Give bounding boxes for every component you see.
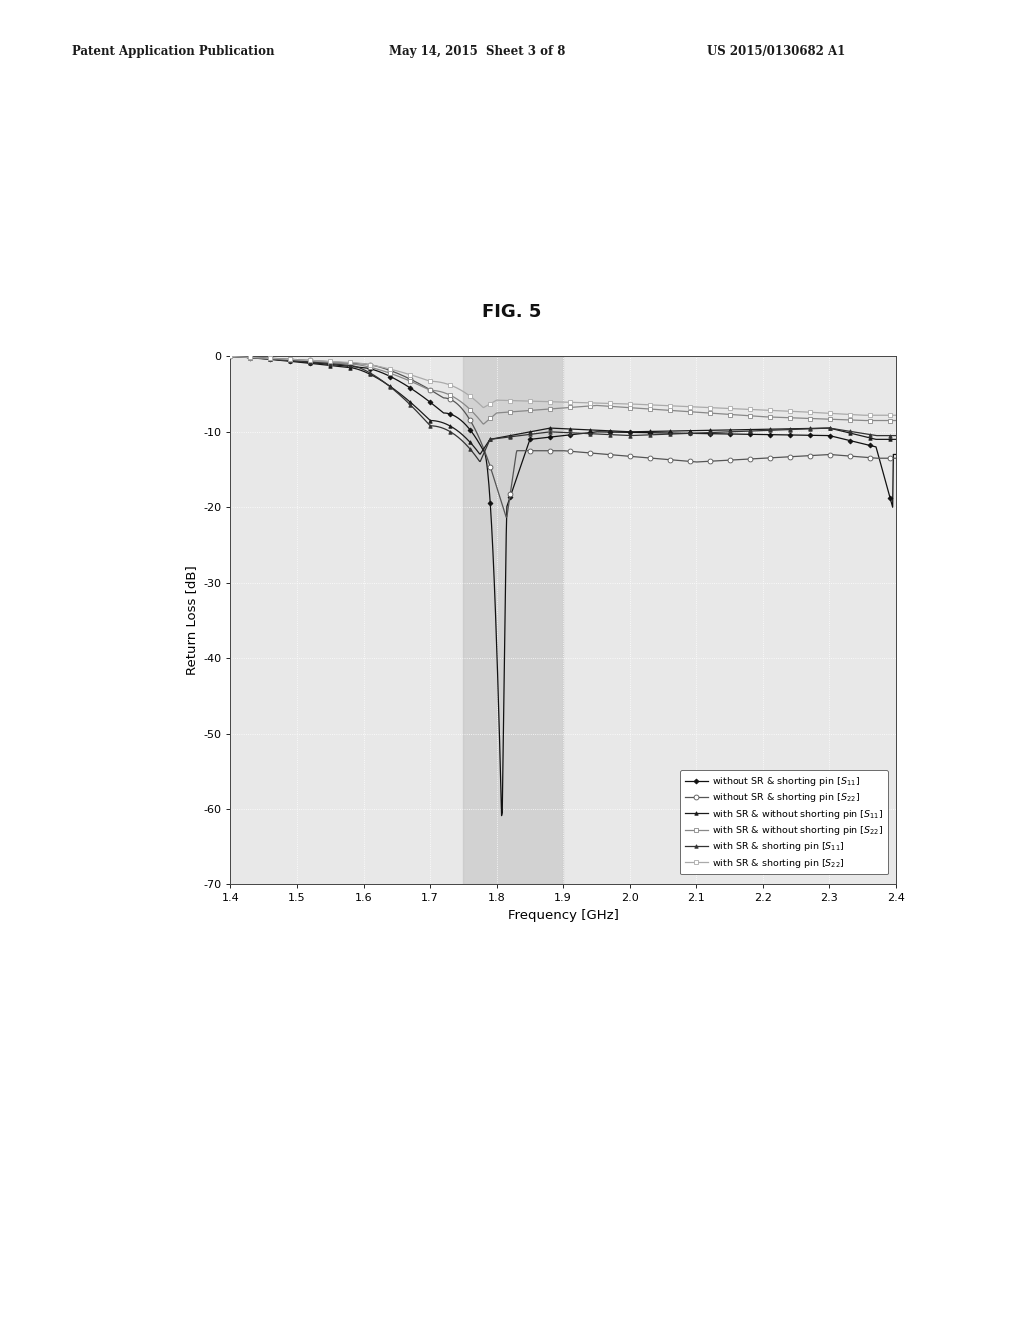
- with SR & without shorting pin $[S_{11}]$: [474, 446, 486, 462]
- with SR & without shorting pin $[S_{22}]$: [682, 404, 694, 420]
- with SR & shorting pin $[S_{11}]$: [474, 454, 486, 470]
- without SR & shorting pin $[S_{11}]$: [518, 447, 530, 463]
- without SR & shorting pin $[S_{22}]$: [890, 450, 902, 466]
- without SR & shorting pin $[S_{22}]$: [292, 352, 304, 368]
- without SR & shorting pin $[S_{22}]$: [756, 450, 768, 466]
- with SR & without shorting pin $[S_{22}]$: [477, 416, 489, 432]
- without SR & shorting pin $[S_{22}]$: [744, 451, 757, 467]
- with SR & shorting pin $[S_{11}]$: [518, 428, 530, 444]
- without SR & shorting pin $[S_{11}]$: [292, 354, 304, 370]
- without SR & shorting pin $[S_{11}]$: [744, 426, 757, 442]
- with SR & shorting pin $[S_{22}]$: [681, 399, 693, 414]
- with SR & without shorting pin $[S_{11}]$: [756, 421, 768, 437]
- with SR & shorting pin $[S_{22}]$: [890, 408, 902, 424]
- without SR & shorting pin $[S_{22}]$: [500, 510, 512, 525]
- with SR & without shorting pin $[S_{22}]$: [744, 408, 757, 424]
- Text: FIG. 5: FIG. 5: [482, 302, 542, 321]
- X-axis label: Frequency [GHz]: Frequency [GHz]: [508, 909, 618, 921]
- without SR & shorting pin $[S_{11}]$: [224, 348, 237, 364]
- with SR & shorting pin $[S_{22}]$: [517, 393, 529, 409]
- with SR & without shorting pin $[S_{22}]$: [292, 352, 304, 368]
- with SR & without shorting pin $[S_{11}]$: [495, 429, 507, 445]
- Line: with SR & shorting pin $[S_{11}]$: with SR & shorting pin $[S_{11}]$: [228, 355, 898, 463]
- with SR & shorting pin $[S_{22}]$: [224, 348, 237, 364]
- Legend: without SR & shorting pin $[S_{11}]$, without SR & shorting pin $[S_{22}]$, with: without SR & shorting pin $[S_{11}]$, wi…: [680, 771, 888, 874]
- Line: with SR & without shorting pin $[S_{22}]$: with SR & without shorting pin $[S_{22}]…: [228, 355, 898, 426]
- with SR & shorting pin $[S_{11}]$: [890, 428, 902, 444]
- with SR & shorting pin $[S_{11}]$: [682, 425, 694, 441]
- without SR & shorting pin $[S_{22}]$: [224, 348, 237, 364]
- without SR & shorting pin $[S_{11}]$: [890, 446, 902, 462]
- with SR & without shorting pin $[S_{22}]$: [756, 409, 768, 425]
- Text: Patent Application Publication: Patent Application Publication: [72, 45, 274, 58]
- without SR & shorting pin $[S_{22}]$: [494, 488, 506, 504]
- Line: with SR & shorting pin $[S_{22}]$: with SR & shorting pin $[S_{22}]$: [228, 355, 898, 417]
- Line: without SR & shorting pin $[S_{22}]$: without SR & shorting pin $[S_{22}]$: [228, 354, 898, 520]
- without SR & shorting pin $[S_{11}]$: [496, 808, 508, 824]
- with SR & shorting pin $[S_{22}]$: [743, 401, 756, 417]
- Text: US 2015/0130682 A1: US 2015/0130682 A1: [707, 45, 845, 58]
- with SR & without shorting pin $[S_{22}]$: [224, 348, 237, 364]
- Text: May 14, 2015  Sheet 3 of 8: May 14, 2015 Sheet 3 of 8: [389, 45, 565, 58]
- without SR & shorting pin $[S_{11}]$: [682, 425, 694, 441]
- without SR & shorting pin $[S_{11}]$: [494, 733, 506, 748]
- Bar: [463, 356, 563, 884]
- with SR & without shorting pin $[S_{11}]$: [744, 421, 757, 437]
- without SR & shorting pin $[S_{22}]$: [682, 453, 694, 469]
- Y-axis label: Return Loss [dB]: Return Loss [dB]: [184, 565, 198, 676]
- with SR & without shorting pin $[S_{11}]$: [682, 422, 694, 438]
- Line: without SR & shorting pin $[S_{11}]$: without SR & shorting pin $[S_{11}]$: [228, 355, 898, 817]
- with SR & without shorting pin $[S_{11}]$: [518, 425, 530, 441]
- with SR & shorting pin $[S_{11}]$: [495, 430, 507, 446]
- without SR & shorting pin $[S_{11}]$: [756, 426, 768, 442]
- with SR & without shorting pin $[S_{22}]$: [495, 405, 507, 421]
- Line: with SR & without shorting pin $[S_{11}]$: with SR & without shorting pin $[S_{11}]…: [228, 355, 898, 455]
- with SR & without shorting pin $[S_{11}]$: [292, 354, 304, 370]
- with SR & without shorting pin $[S_{22}]$: [518, 403, 530, 418]
- with SR & shorting pin $[S_{22}]$: [494, 392, 506, 408]
- with SR & without shorting pin $[S_{11}]$: [890, 432, 902, 447]
- without SR & shorting pin $[S_{22}]$: [518, 442, 530, 458]
- with SR & shorting pin $[S_{11}]$: [292, 352, 304, 368]
- with SR & shorting pin $[S_{11}]$: [224, 348, 237, 364]
- with SR & shorting pin $[S_{11}]$: [744, 424, 757, 440]
- with SR & shorting pin $[S_{22}]$: [292, 352, 304, 368]
- with SR & shorting pin $[S_{22}]$: [857, 408, 869, 424]
- with SR & shorting pin $[S_{22}]$: [756, 403, 768, 418]
- with SR & shorting pin $[S_{11}]$: [756, 422, 768, 438]
- with SR & without shorting pin $[S_{22}]$: [890, 413, 902, 429]
- with SR & without shorting pin $[S_{11}]$: [224, 348, 237, 364]
